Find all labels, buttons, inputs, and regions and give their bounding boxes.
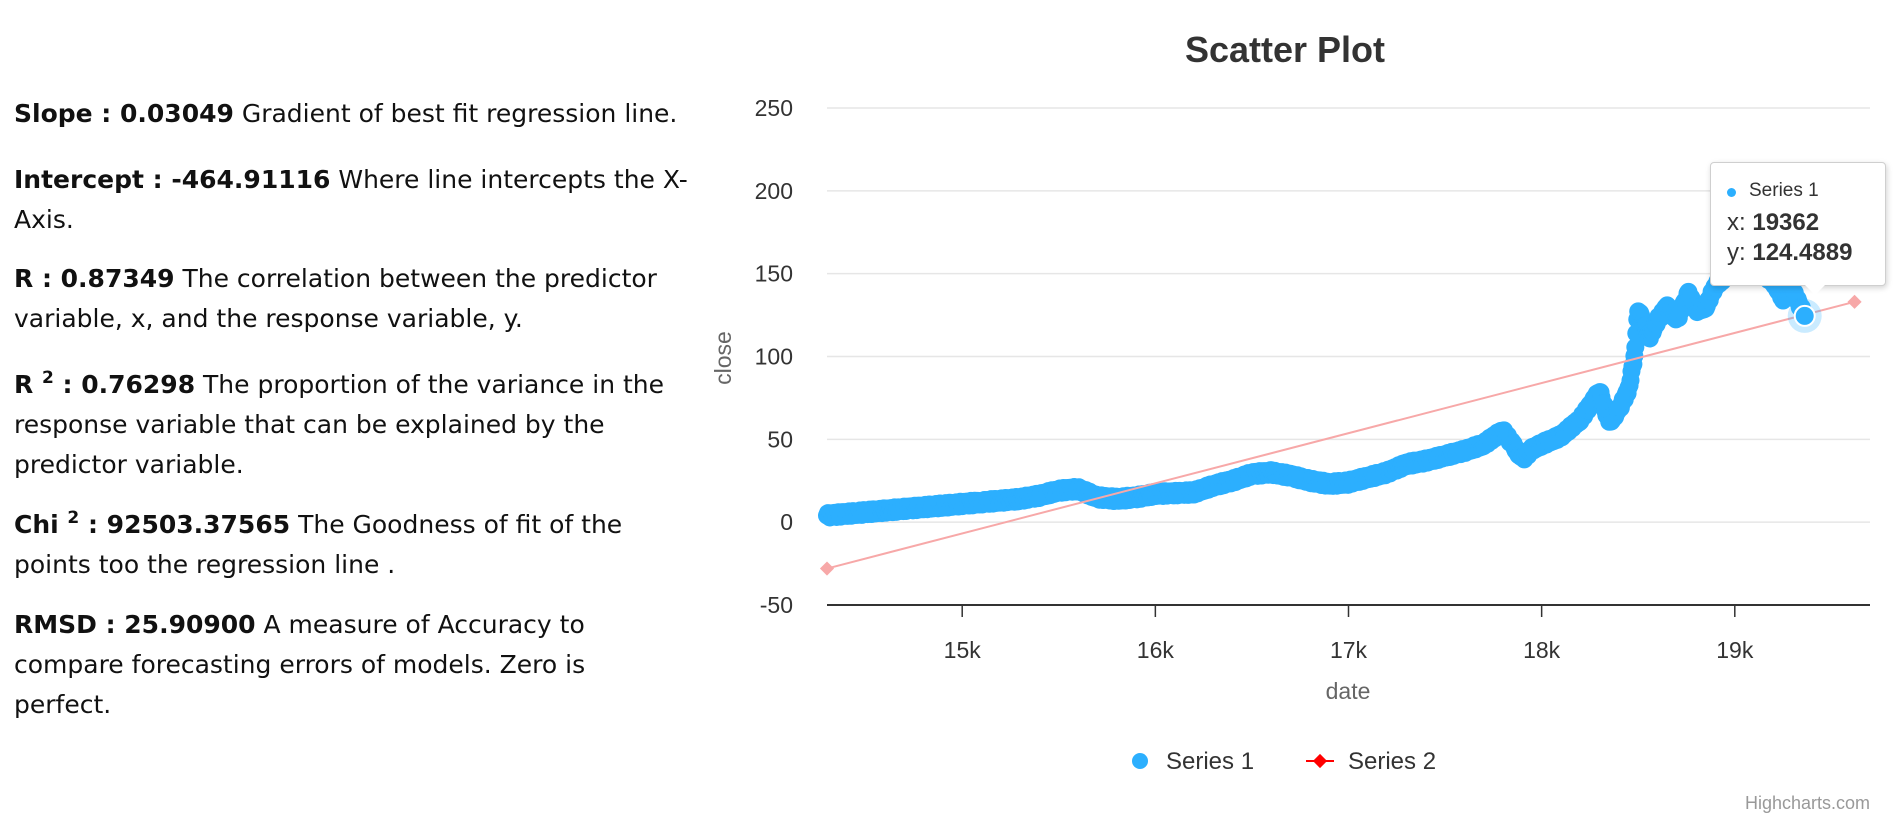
legend-item-series-2[interactable]: Series 2	[1306, 748, 1436, 775]
stat-intercept: Intercept : -464.91116 Where line interc…	[14, 160, 714, 240]
series-1-point[interactable]	[1626, 338, 1645, 357]
y-tick-label: 50	[767, 426, 793, 452]
legend-series-1-marker	[1132, 753, 1148, 769]
chi-squared-label-value: : 92503.37565	[79, 510, 291, 539]
tooltip-x: x: 19362	[1727, 209, 1819, 237]
intercept-description: Where line intercepts the X-	[330, 165, 688, 194]
y-axis-tick-labels: -50 0 50 100 150 200 250	[755, 95, 793, 618]
intercept-label: Intercept : -464.91116	[14, 165, 331, 194]
rmsd-description: A measure of Accuracy to	[255, 610, 585, 639]
slope-description: Gradient of best fit regression line.	[233, 99, 678, 128]
r-description-line2: variable, x, and the response variable, …	[14, 304, 523, 333]
series-1-points[interactable]	[818, 232, 1813, 527]
gridlines	[827, 107, 1870, 523]
rmsd-label: RMSD : 25.90900	[14, 610, 256, 639]
chi-squared-superscript: 2	[67, 508, 80, 528]
y-tick-label: 250	[755, 95, 793, 121]
chi-squared-label-prefix: Chi	[14, 510, 68, 539]
chi-squared-description: The Goodness of fit of the	[290, 510, 623, 539]
chi-squared-description-line2: points too the regression line .	[14, 550, 396, 579]
r-description: The correlation between the predictor	[174, 264, 657, 293]
tooltip-x-value: 19362	[1752, 209, 1820, 236]
r-squared-superscript: 2	[41, 368, 54, 388]
tooltip-y-value: 124.4889	[1752, 239, 1853, 266]
regression-endpoint[interactable]	[819, 561, 835, 576]
legend-series-2-marker	[1312, 753, 1328, 769]
stat-chi-squared: Chi 2 : 92503.37565 The Goodness of fit …	[14, 505, 714, 585]
tooltip-y: y: 124.4889	[1727, 239, 1852, 267]
y-tick-label: -50	[760, 592, 793, 618]
y-axis-label: close	[710, 331, 736, 385]
stat-slope: Slope : 0.03049 Gradient of best fit reg…	[14, 94, 714, 134]
y-tick-label: 0	[780, 509, 793, 535]
legend: Series 1 Series 2	[1132, 748, 1436, 775]
x-tick-label: 15k	[944, 637, 982, 663]
x-tick-label: 19k	[1716, 637, 1754, 663]
y-tick-label: 100	[755, 344, 793, 370]
r-squared-description: The proportion of the variance in the	[195, 370, 665, 399]
rmsd-description-line3: perfect.	[14, 690, 112, 719]
stat-r: R : 0.87349 The correlation between the …	[14, 259, 714, 339]
point-tooltip: Series 1 x: 19362 y: 124.4889	[1710, 162, 1886, 286]
tooltip-series-name: Series 1	[1749, 180, 1819, 201]
tooltip-series-dot	[1727, 188, 1736, 197]
x-axis-tick-labels: 15k 16k 17k 18k 19k	[944, 605, 1754, 663]
credits-link[interactable]: Highcharts.com	[1745, 793, 1870, 813]
chi-squared-label: Chi 2 : 92503.37565	[14, 508, 291, 540]
r-squared-label-prefix: R	[14, 370, 42, 399]
x-axis-label: date	[1326, 678, 1371, 704]
y-tick-label: 150	[755, 261, 793, 287]
intercept-description-line2: Axis.	[14, 205, 74, 234]
x-tick-label: 16k	[1137, 637, 1175, 663]
y-tick-label: 200	[755, 178, 793, 204]
regression-line	[826, 300, 1855, 570]
legend-item-series-1[interactable]: Series 1	[1132, 748, 1254, 775]
r-squared-description-line2: response variable that can be explained …	[14, 410, 605, 439]
x-tick-label: 18k	[1523, 637, 1561, 663]
regression-endpoint[interactable]	[1847, 294, 1862, 309]
tooltip-pointer	[1803, 283, 1827, 295]
stat-r-squared: R 2 : 0.76298 The proportion of the vari…	[14, 365, 714, 485]
r-squared-description-line3: predictor variable.	[14, 450, 244, 479]
r-label: R : 0.87349	[14, 264, 175, 293]
stat-rmsd: RMSD : 25.90900 A measure of Accuracy to…	[14, 605, 714, 725]
slope-label: Slope : 0.03049	[14, 99, 234, 128]
r-squared-label: R 2 : 0.76298	[14, 368, 196, 400]
tooltip-x-label: x:	[1727, 209, 1753, 236]
tooltip-y-label: y:	[1727, 239, 1753, 266]
hovered-point[interactable]	[1793, 304, 1816, 327]
legend-series-2-label: Series 2	[1348, 748, 1436, 775]
series-2-regression-line[interactable]	[819, 294, 1862, 576]
r-squared-label-value: : 0.76298	[53, 370, 196, 399]
x-tick-label: 17k	[1330, 637, 1368, 663]
legend-series-1-label: Series 1	[1166, 748, 1254, 775]
chart-title: Scatter Plot	[1185, 29, 1385, 70]
rmsd-description-line2: compare forecasting errors of models. Ze…	[14, 650, 586, 679]
tooltip-series: Series 1	[1727, 180, 1819, 202]
